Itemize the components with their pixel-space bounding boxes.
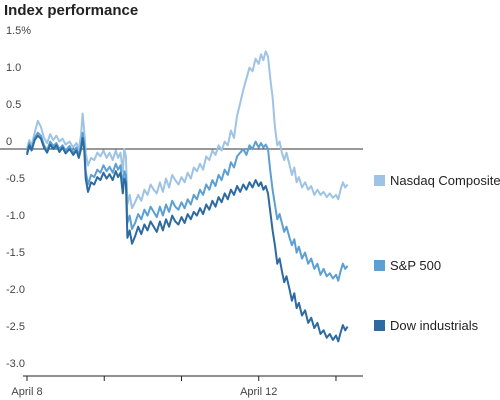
series-line-0 xyxy=(26,50,349,210)
chart-title: Index performance xyxy=(4,2,139,19)
y-tick-label: -0.5 xyxy=(6,173,25,185)
y-tick-label: -3.0 xyxy=(6,358,25,370)
legend-swatch-2 xyxy=(374,320,385,331)
legend-swatch-1 xyxy=(374,260,385,271)
legend-swatch-0 xyxy=(374,175,385,186)
y-tick-label: -1.5 xyxy=(6,247,25,259)
y-tick-label: -2.0 xyxy=(6,284,25,296)
y-tick-label: -1.0 xyxy=(6,210,25,222)
y-tick-label: -2.5 xyxy=(6,321,25,333)
legend-label-2: Dow industrials xyxy=(390,318,479,333)
series-line-2 xyxy=(26,134,349,343)
x-tick-label: April 12 xyxy=(240,386,277,398)
y-tick-label: 0 xyxy=(6,136,12,148)
legend-label-1: S&P 500 xyxy=(390,258,441,273)
y-tick-label: 0.5 xyxy=(6,99,21,111)
y-tick-label: 1.0 xyxy=(6,62,21,74)
series-line-1 xyxy=(26,131,349,282)
y-tick-label: 1.5% xyxy=(6,25,31,37)
x-tick-label: April 8 xyxy=(11,386,42,398)
legend-label-0: Nasdaq Composite xyxy=(390,173,500,188)
